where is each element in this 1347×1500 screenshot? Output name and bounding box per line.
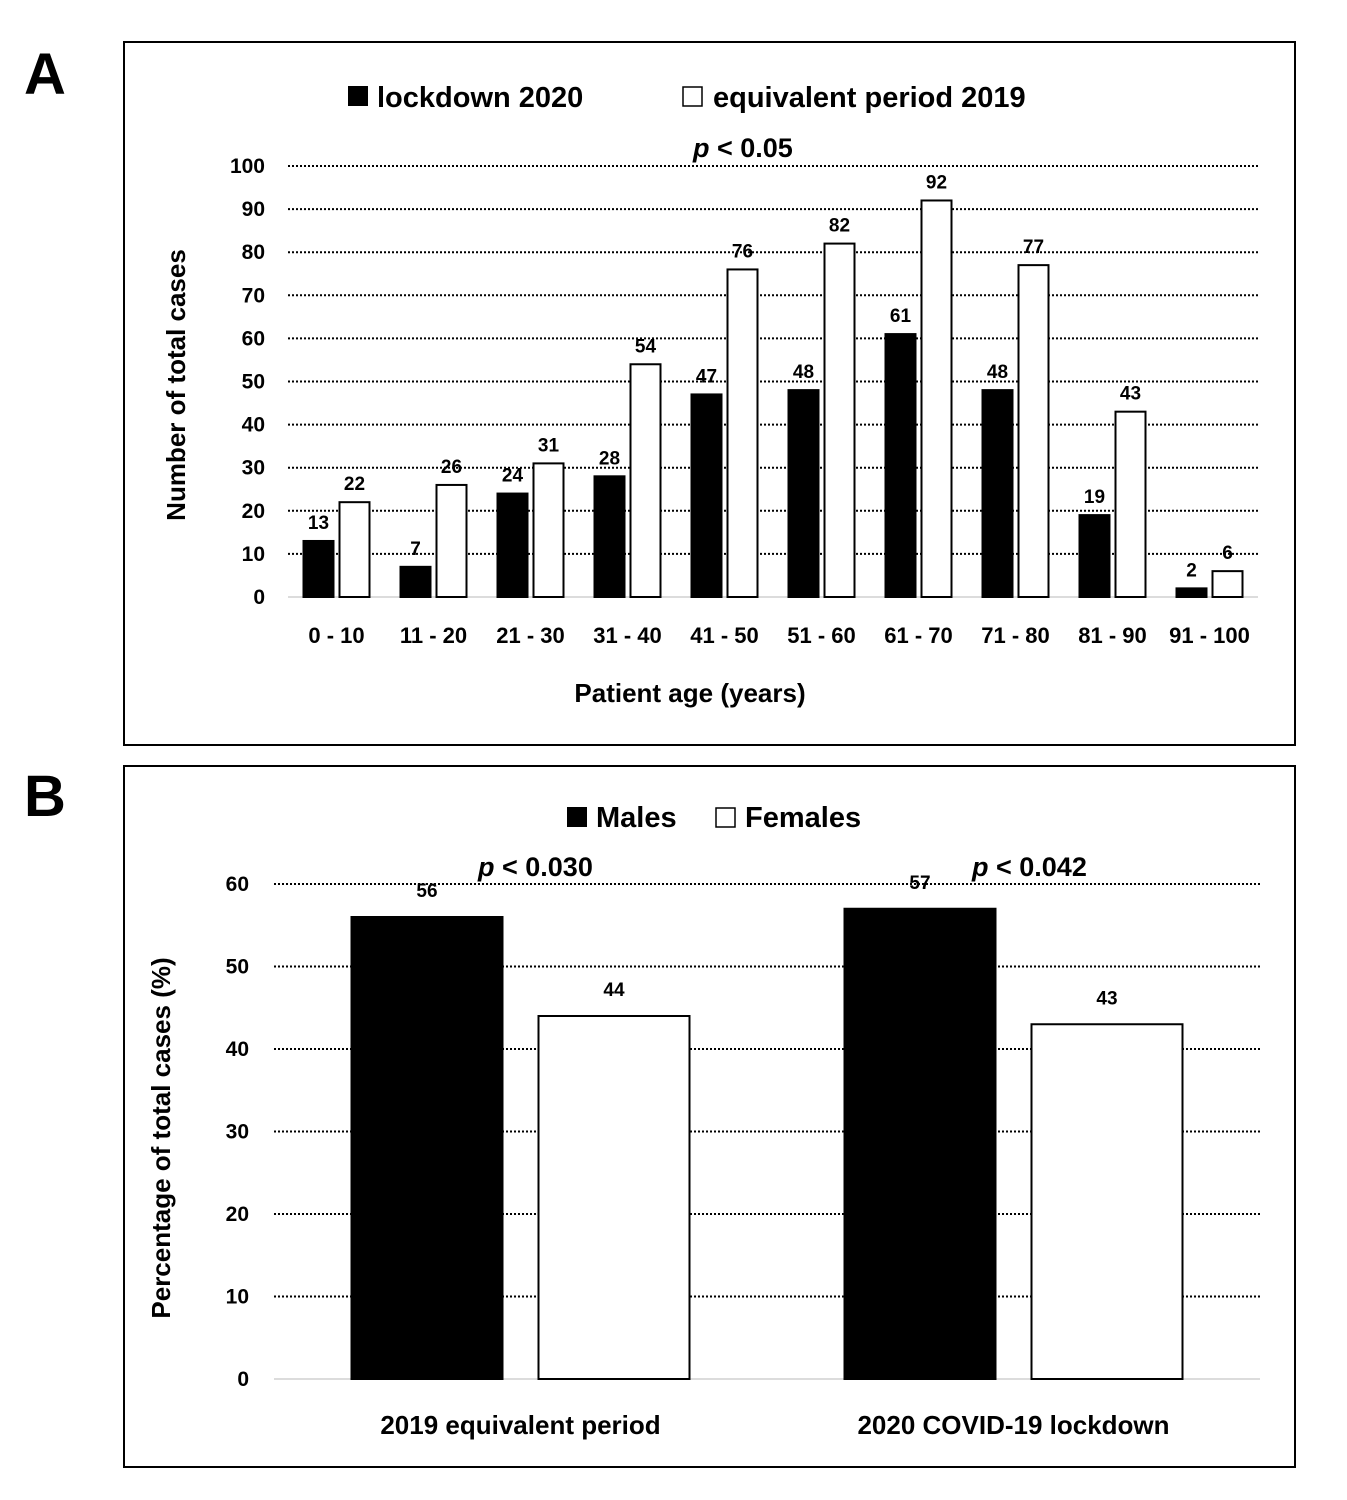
data-label: 48 — [793, 362, 814, 383]
y-tick-label: 70 — [242, 284, 265, 307]
bar-equivalent-period-2019 — [1211, 570, 1244, 599]
data-label: 47 — [696, 366, 717, 387]
panel-a-plot: 0 10 20 30 40 50 60 70 80 90 100 0 - 10 13 22 11 - 20 7… — [230, 155, 1258, 648]
panel-b-plot: 0 10 20 30 40 50 60 2019 equivalent period 56 44 2… — [226, 873, 1260, 1440]
data-label: 56 — [416, 881, 437, 902]
panel-b-p-value-2020: p < 0.042 — [971, 852, 1087, 882]
bar-lockdown-2020 — [302, 539, 335, 598]
data-label: 43 — [1120, 384, 1141, 405]
y-tick-label: 100 — [230, 155, 265, 178]
bar-equivalent-period-2019 — [435, 483, 468, 598]
bar-lockdown-2020 — [787, 389, 820, 598]
panel-a-frame — [123, 41, 1296, 746]
y-tick-label: 20 — [226, 1203, 249, 1226]
panel-b-p-value-2019: p < 0.030 — [477, 852, 593, 882]
y-tick-label: 20 — [242, 500, 265, 523]
panel-a-letter: A — [24, 42, 66, 107]
bar-females — [537, 1015, 691, 1380]
x-category-label: 71 - 80 — [981, 623, 1050, 648]
x-category-label: 91 - 100 — [1169, 623, 1250, 648]
y-tick-label: 10 — [226, 1286, 249, 1309]
data-label: 77 — [1023, 237, 1044, 258]
data-label: 48 — [987, 362, 1008, 383]
panel-b-letter: B — [24, 764, 66, 829]
legend-label-males: Males — [596, 802, 677, 834]
bar-lockdown-2020 — [1175, 587, 1208, 599]
data-label: 44 — [603, 980, 625, 1001]
legend-swatch-lockdown-2020 — [348, 86, 368, 106]
bar-equivalent-period-2019 — [823, 242, 856, 599]
y-tick-label: 50 — [242, 371, 265, 394]
bar-lockdown-2020 — [690, 393, 723, 598]
x-category-label: 11 - 20 — [400, 623, 467, 648]
data-label: 76 — [732, 241, 753, 262]
y-tick-label: 30 — [226, 1121, 249, 1144]
data-label: 13 — [308, 513, 329, 534]
x-category-label: 61 - 70 — [884, 623, 953, 648]
legend-label-females: Females — [745, 802, 861, 834]
data-label: 26 — [441, 457, 462, 478]
data-label: 28 — [599, 448, 620, 469]
y-tick-label: 40 — [226, 1038, 249, 1061]
data-label: 82 — [829, 216, 850, 237]
data-label: 57 — [909, 873, 930, 894]
x-category-label: 21 - 30 — [496, 623, 565, 648]
legend-label-equivalent-2019: equivalent period 2019 — [713, 82, 1026, 114]
y-tick-label: 90 — [242, 198, 265, 221]
y-tick-label: 30 — [242, 457, 265, 480]
data-label: 31 — [538, 435, 560, 456]
data-label: 7 — [410, 539, 421, 560]
bar-males — [843, 907, 997, 1380]
bar-equivalent-period-2019 — [338, 501, 371, 598]
legend-swatch-equivalent-2019 — [682, 86, 703, 107]
data-label: 92 — [926, 172, 947, 193]
bar-equivalent-period-2019 — [629, 363, 662, 599]
x-category-label: 2019 equivalent period — [380, 1410, 660, 1440]
data-label: 61 — [890, 306, 912, 327]
data-label: 6 — [1222, 543, 1233, 564]
x-category-label: 0 - 10 — [308, 623, 364, 648]
y-tick-label: 80 — [242, 241, 265, 264]
x-category-label: 2020 COVID-19 lockdown — [857, 1410, 1169, 1440]
bar-lockdown-2020 — [981, 389, 1014, 598]
bar-equivalent-period-2019 — [1017, 264, 1050, 598]
bar-lockdown-2020 — [593, 475, 626, 599]
data-label: 54 — [635, 336, 657, 357]
bar-equivalent-period-2019 — [726, 268, 759, 598]
data-label: 19 — [1084, 487, 1105, 508]
x-category-label: 41 - 50 — [690, 623, 759, 648]
bar-lockdown-2020 — [399, 565, 432, 599]
bar-equivalent-period-2019 — [1114, 410, 1147, 599]
y-tick-label: 10 — [242, 543, 265, 566]
y-tick-label: 0 — [253, 586, 265, 609]
data-label: 24 — [502, 466, 524, 487]
y-tick-label: 60 — [226, 873, 249, 896]
y-tick-label: 0 — [237, 1368, 249, 1391]
bar-equivalent-period-2019 — [920, 199, 953, 598]
y-tick-label: 50 — [226, 956, 249, 979]
panel-b-y-axis-title: Percentage of total cases (%) — [146, 957, 176, 1318]
legend-label-lockdown-2020: lockdown 2020 — [377, 82, 583, 114]
y-tick-label: 60 — [242, 327, 265, 350]
bar-lockdown-2020 — [1078, 514, 1111, 598]
x-category-label: 51 - 60 — [787, 623, 856, 648]
data-label: 2 — [1186, 560, 1197, 581]
y-tick-label: 40 — [242, 414, 265, 437]
legend-swatch-males — [567, 807, 587, 827]
panel-a-y-axis-title: Number of total cases — [161, 249, 191, 521]
panel-b-frame — [123, 765, 1296, 1468]
bar-lockdown-2020 — [496, 492, 529, 598]
legend-swatch-females — [715, 807, 736, 828]
x-category-label: 31 - 40 — [593, 623, 662, 648]
panel-a-p-value: p < 0.05 — [692, 133, 793, 163]
x-category-label: 81 - 90 — [1078, 623, 1147, 648]
bar-males — [350, 916, 504, 1380]
data-label: 43 — [1096, 988, 1117, 1009]
data-label: 22 — [344, 474, 365, 495]
bar-equivalent-period-2019 — [532, 462, 565, 599]
bar-lockdown-2020 — [884, 333, 917, 598]
panel-a-x-axis-title: Patient age (years) — [574, 678, 805, 708]
bar-females — [1030, 1023, 1184, 1380]
